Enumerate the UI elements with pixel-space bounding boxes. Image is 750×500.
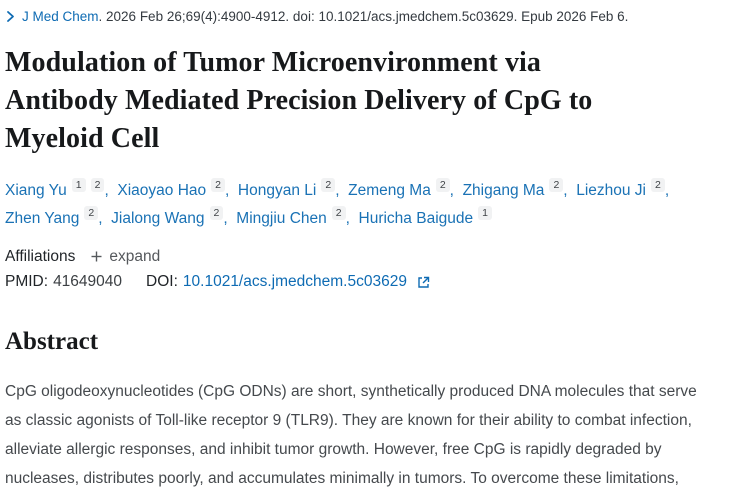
author: Hongyan Li 2, (237, 177, 349, 199)
chevron-right-icon (5, 10, 16, 23)
affiliation-superscript[interactable]: 2 (549, 177, 564, 193)
author-link[interactable]: Jialong Wang (111, 209, 205, 227)
author-link[interactable]: Huricha Baigude (358, 209, 474, 227)
author-separator: , (223, 209, 237, 227)
doi-group: DOI: 10.1021/acs.jmedchem.5c03629 (146, 273, 430, 291)
identifiers-row: PMID: 41649040 DOI: 10.1021/acs.jmedchem… (5, 273, 744, 291)
journal-dropdown-toggle[interactable] (5, 10, 16, 23)
abstract-line: alleviate allergic responses, and inhibi… (5, 440, 662, 458)
affiliation-superscript[interactable]: 2 (435, 177, 450, 193)
expand-label: expand (109, 247, 161, 265)
author-link[interactable]: Zemeng Ma (348, 181, 431, 199)
abstract-line: as classic agonists of Toll-like recepto… (5, 411, 692, 429)
author: Zemeng Ma 2, (348, 177, 463, 199)
affiliations-label: Affiliations (5, 247, 76, 265)
abstract-line: nucleases, distributes poorly, and accum… (5, 469, 679, 487)
author: Jialong Wang 2, (111, 205, 237, 227)
author: Mingjiu Chen 2, (236, 205, 359, 227)
author-link[interactable]: Mingjiu Chen (236, 209, 327, 227)
author-separator: , (98, 209, 112, 227)
journal-citation-line: J Med Chem. 2026 Feb 26;69(4):4900-4912.… (5, 9, 744, 24)
author: Xiang Yu 1 2, (5, 177, 118, 199)
journal-link[interactable]: J Med Chem (22, 9, 99, 24)
plus-icon (90, 250, 109, 263)
author-link[interactable]: Zhigang Ma (462, 181, 545, 199)
author-separator: , (104, 181, 118, 199)
authors-list: Xiang Yu 1 2, Xiaoyao Hao 2, Hongyan Li 2, Z… (5, 177, 744, 233)
affiliation-superscript[interactable]: 1 (478, 205, 492, 221)
author-separator: , (563, 181, 577, 199)
affiliation-superscript[interactable]: 2 (331, 205, 346, 221)
author-link[interactable]: Xiang Yu (5, 181, 67, 199)
author: Liezhou Ji 2, (576, 177, 674, 199)
author-separator: , (449, 181, 463, 199)
author-link[interactable]: Zhen Yang (5, 209, 80, 227)
pmid-value: 41649040 (53, 272, 123, 290)
affiliations-expand-button[interactable]: expand (90, 248, 160, 266)
affiliation-superscript[interactable]: 2 (84, 205, 99, 221)
pmid-label: PMID: (5, 272, 49, 290)
affiliation-superscript[interactable]: 2 (209, 205, 224, 221)
author-link[interactable]: Liezhou Ji (576, 181, 646, 199)
citation-text: . 2026 Feb 26;69(4):4900-4912. doi: 10.1… (98, 9, 629, 24)
abstract-line: CpG oligodeoxynucleotides (CpG ODNs) are… (5, 382, 697, 400)
article-title-line: Modulation of Tumor Microenvironment via (5, 47, 542, 78)
external-link-icon (412, 275, 430, 288)
doi-label: DOI: (146, 272, 178, 290)
affiliation-superscript[interactable]: 2 (651, 177, 665, 193)
author-separator: , (345, 209, 359, 227)
doi-link[interactable]: 10.1021/acs.jmedchem.5c03629 (183, 273, 430, 291)
author-link[interactable]: Hongyan Li (237, 181, 317, 199)
author: Zhigang Ma 2, (462, 177, 577, 199)
affiliation-superscript[interactable]: 1 (71, 177, 86, 193)
affiliation-superscript[interactable]: 2 (90, 177, 105, 193)
doi-value: 10.1021/acs.jmedchem.5c03629 (182, 272, 407, 290)
author-link[interactable]: Xiaoyao Hao (117, 181, 207, 199)
article-title-line: Antibody Mediated Precision Delivery of … (5, 85, 593, 116)
abstract-heading: Abstract (5, 327, 99, 355)
author: Huricha Baigude 1 (358, 205, 492, 227)
author: Zhen Yang 2, (5, 205, 112, 227)
author-separator: , (225, 181, 238, 199)
affiliation-superscript[interactable]: 2 (211, 177, 225, 193)
abstract-text: CpG oligodeoxynucleotides (CpG ODNs) are… (5, 377, 744, 500)
article-title: Modulation of Tumor Microenvironment via… (5, 44, 744, 158)
abstract-line: CpG was tethered to tumor-associated ant… (5, 493, 744, 500)
article-title-line: Myeloid Cell (5, 123, 160, 154)
affiliations-row: Affiliations expand (5, 248, 744, 266)
author-separator: , (335, 181, 349, 199)
author-separator: , (664, 181, 674, 199)
author: Xiaoyao Hao 2, (117, 177, 238, 199)
affiliation-superscript[interactable]: 2 (321, 177, 336, 193)
